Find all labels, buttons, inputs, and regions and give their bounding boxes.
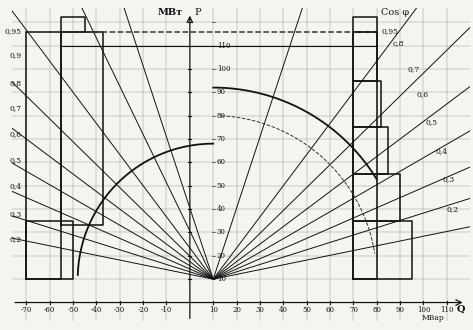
- Text: 0,95: 0,95: [5, 27, 22, 36]
- Text: 20: 20: [232, 306, 241, 314]
- Text: 0,4: 0,4: [435, 147, 447, 155]
- Text: -30: -30: [114, 306, 125, 314]
- Text: 90: 90: [217, 88, 226, 96]
- Text: 0,3: 0,3: [442, 175, 455, 183]
- Text: МВт: МВт: [158, 8, 183, 17]
- Text: 110: 110: [217, 42, 230, 50]
- Text: 0,7: 0,7: [9, 105, 22, 113]
- Text: 80: 80: [217, 112, 226, 119]
- Text: МВар: МВар: [421, 314, 444, 322]
- Text: 100: 100: [217, 65, 230, 73]
- Text: 0,5: 0,5: [426, 118, 438, 127]
- Text: 60: 60: [217, 158, 226, 166]
- Text: 40: 40: [279, 306, 288, 314]
- Text: -40: -40: [91, 306, 102, 314]
- Text: 0,6: 0,6: [417, 91, 429, 99]
- Text: 0,6: 0,6: [9, 130, 22, 138]
- Text: 0,95: 0,95: [381, 27, 398, 36]
- Text: 110: 110: [440, 306, 454, 314]
- Text: 80: 80: [372, 306, 381, 314]
- Text: 0,9: 0,9: [9, 51, 22, 59]
- Text: Cos φ: Cos φ: [381, 8, 410, 17]
- Text: 0,7: 0,7: [407, 65, 419, 73]
- Text: 50: 50: [302, 306, 311, 314]
- Text: 30: 30: [255, 306, 264, 314]
- Text: -70: -70: [21, 306, 32, 314]
- Text: 0,2: 0,2: [447, 205, 459, 213]
- Text: 20: 20: [217, 252, 226, 260]
- Text: -60: -60: [44, 306, 55, 314]
- Text: 40: 40: [217, 205, 226, 213]
- Text: 70: 70: [217, 135, 226, 143]
- Text: 10: 10: [209, 306, 218, 314]
- Text: P: P: [194, 8, 201, 17]
- Text: 0,3: 0,3: [9, 210, 22, 218]
- Text: 0,2: 0,2: [9, 235, 22, 244]
- Text: -10: -10: [161, 306, 172, 314]
- Text: 60: 60: [325, 306, 334, 314]
- Text: 0,8: 0,8: [9, 79, 22, 87]
- Text: 10: 10: [217, 275, 226, 283]
- Text: 0,5: 0,5: [9, 156, 22, 164]
- Text: c,8: c,8: [393, 39, 404, 47]
- Text: 0,4: 0,4: [9, 182, 22, 190]
- Text: 100: 100: [417, 306, 430, 314]
- Text: 70: 70: [349, 306, 358, 314]
- Text: Q: Q: [457, 305, 465, 314]
- Text: -50: -50: [67, 306, 79, 314]
- Text: 30: 30: [217, 228, 226, 236]
- Text: -20: -20: [138, 306, 149, 314]
- Text: 50: 50: [217, 182, 226, 190]
- Text: 90: 90: [395, 306, 404, 314]
